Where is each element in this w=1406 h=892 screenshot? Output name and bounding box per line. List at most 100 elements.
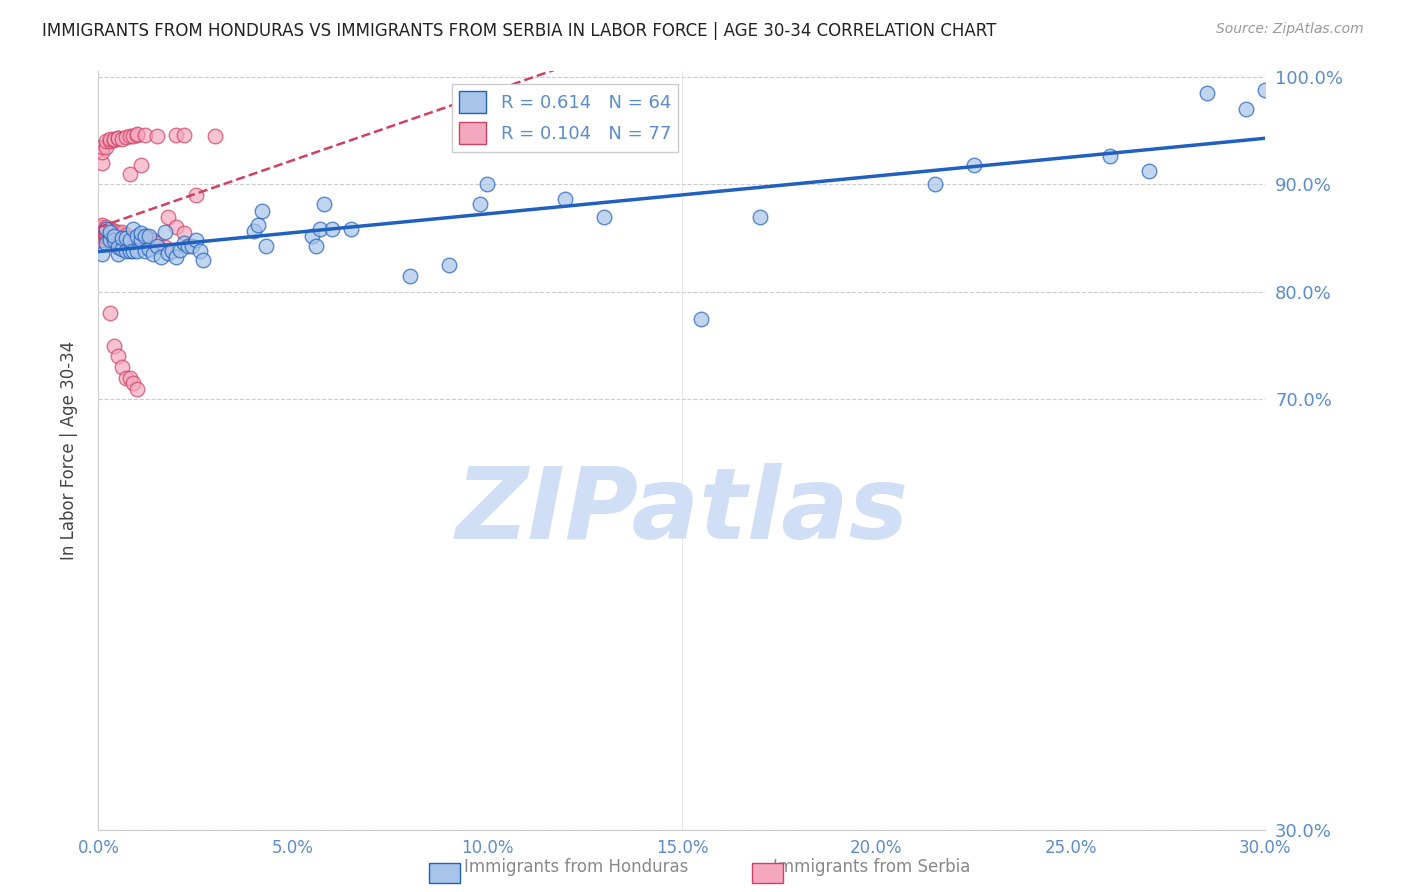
Point bbox=[114, 232, 136, 246]
Point bbox=[103, 223, 125, 237]
Point bbox=[98, 132, 121, 146]
Point bbox=[146, 238, 169, 252]
Point bbox=[127, 127, 149, 141]
Point bbox=[243, 223, 266, 237]
Point bbox=[122, 244, 145, 258]
Point bbox=[593, 210, 616, 224]
Point bbox=[1195, 86, 1218, 100]
Point bbox=[118, 128, 141, 143]
Text: Immigrants from Serbia: Immigrants from Serbia bbox=[773, 858, 970, 876]
Point bbox=[924, 178, 946, 192]
Point bbox=[111, 231, 134, 245]
Point bbox=[114, 227, 136, 242]
Point bbox=[114, 371, 136, 385]
Point bbox=[118, 371, 141, 385]
Point bbox=[157, 246, 180, 260]
Point bbox=[114, 231, 136, 245]
Point bbox=[180, 238, 202, 252]
Point bbox=[118, 244, 141, 258]
Point bbox=[173, 128, 195, 142]
Point bbox=[91, 155, 114, 169]
Point bbox=[98, 306, 121, 320]
Point bbox=[142, 247, 165, 261]
Point bbox=[188, 244, 211, 258]
Point bbox=[107, 131, 129, 145]
Point bbox=[111, 132, 134, 146]
Point bbox=[134, 228, 156, 243]
Point bbox=[91, 139, 114, 153]
Point bbox=[103, 338, 125, 352]
Point bbox=[127, 231, 149, 245]
Point bbox=[1098, 149, 1121, 163]
Point bbox=[554, 192, 576, 206]
Point bbox=[146, 128, 169, 143]
Point bbox=[184, 233, 207, 247]
Point bbox=[87, 222, 110, 236]
Point bbox=[91, 223, 114, 237]
Point bbox=[107, 225, 129, 239]
Point bbox=[246, 218, 269, 232]
Point bbox=[96, 231, 118, 245]
Point bbox=[398, 268, 420, 283]
Point bbox=[748, 210, 770, 224]
Point bbox=[173, 226, 195, 240]
Point bbox=[98, 225, 121, 239]
Point bbox=[98, 233, 121, 247]
Text: ZIPatlas: ZIPatlas bbox=[456, 463, 908, 559]
Point bbox=[107, 131, 129, 145]
Point bbox=[177, 238, 200, 252]
Point bbox=[127, 244, 149, 258]
Point bbox=[107, 247, 129, 261]
Point bbox=[96, 139, 118, 153]
Point bbox=[127, 382, 149, 396]
Point bbox=[91, 233, 114, 247]
Point bbox=[98, 222, 121, 236]
Point bbox=[129, 233, 152, 247]
Point bbox=[309, 222, 332, 236]
Point bbox=[340, 222, 363, 236]
Point bbox=[98, 225, 121, 239]
Point bbox=[103, 228, 125, 243]
Point bbox=[138, 228, 160, 243]
Point bbox=[107, 231, 129, 245]
Point bbox=[103, 231, 125, 245]
Point bbox=[114, 130, 136, 145]
Point bbox=[91, 226, 114, 240]
Point bbox=[184, 188, 207, 202]
Point bbox=[321, 222, 343, 236]
Point bbox=[250, 204, 273, 219]
Point bbox=[111, 225, 134, 239]
Point bbox=[129, 158, 152, 172]
Point bbox=[103, 132, 125, 146]
Point bbox=[118, 233, 141, 247]
Point bbox=[98, 227, 121, 241]
Text: Source: ZipAtlas.com: Source: ZipAtlas.com bbox=[1216, 22, 1364, 37]
Point bbox=[87, 226, 110, 240]
Point bbox=[138, 242, 160, 256]
Point bbox=[122, 231, 145, 245]
Point bbox=[96, 227, 118, 241]
Point bbox=[153, 225, 176, 239]
Point bbox=[690, 311, 713, 326]
Point bbox=[87, 226, 110, 240]
Point bbox=[114, 244, 136, 258]
Point bbox=[91, 247, 114, 261]
Point bbox=[157, 210, 180, 224]
Point bbox=[1234, 102, 1257, 116]
Point bbox=[204, 128, 226, 143]
Point bbox=[91, 220, 114, 235]
Point bbox=[173, 236, 195, 251]
Point bbox=[122, 222, 145, 236]
Point bbox=[138, 231, 160, 245]
Point bbox=[193, 252, 215, 267]
Text: IMMIGRANTS FROM HONDURAS VS IMMIGRANTS FROM SERBIA IN LABOR FORCE | AGE 30-34 CO: IMMIGRANTS FROM HONDURAS VS IMMIGRANTS F… bbox=[42, 22, 997, 40]
Point bbox=[96, 236, 118, 251]
Point bbox=[153, 240, 176, 254]
Point bbox=[169, 243, 191, 257]
Point bbox=[103, 227, 125, 241]
Point bbox=[103, 133, 125, 147]
Point bbox=[146, 236, 169, 251]
Point bbox=[437, 258, 460, 272]
Point bbox=[98, 134, 121, 148]
Point bbox=[165, 251, 187, 265]
